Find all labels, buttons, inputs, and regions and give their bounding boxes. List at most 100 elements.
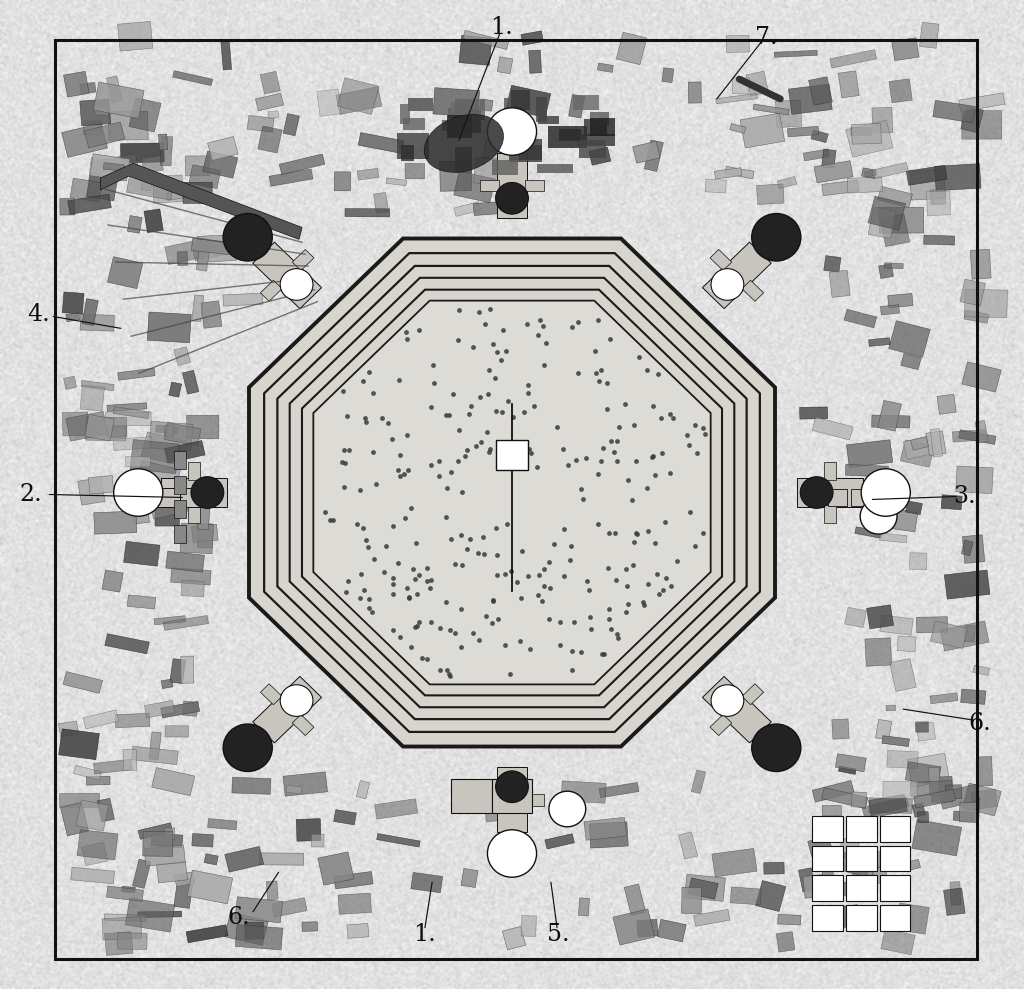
Point <box>609 453 626 469</box>
Point <box>631 349 647 365</box>
FancyBboxPatch shape <box>706 179 726 193</box>
FancyBboxPatch shape <box>191 834 213 847</box>
FancyBboxPatch shape <box>883 781 918 799</box>
FancyBboxPatch shape <box>903 435 937 459</box>
FancyBboxPatch shape <box>76 800 109 831</box>
FancyBboxPatch shape <box>977 757 992 786</box>
FancyBboxPatch shape <box>868 196 905 230</box>
Point <box>384 622 400 638</box>
FancyBboxPatch shape <box>186 925 228 943</box>
Point <box>487 370 504 386</box>
FancyBboxPatch shape <box>191 524 218 542</box>
FancyBboxPatch shape <box>764 862 784 874</box>
FancyBboxPatch shape <box>334 871 373 889</box>
Point <box>639 481 655 496</box>
Point <box>561 552 578 568</box>
Point <box>531 312 548 327</box>
FancyBboxPatch shape <box>880 208 924 233</box>
Point <box>376 564 392 580</box>
Circle shape <box>190 477 223 508</box>
Point <box>645 448 662 464</box>
Point <box>322 512 338 528</box>
FancyBboxPatch shape <box>808 836 834 861</box>
Point <box>498 451 514 467</box>
Point <box>470 545 486 561</box>
FancyBboxPatch shape <box>871 415 910 428</box>
Point <box>392 469 409 485</box>
FancyBboxPatch shape <box>63 71 89 97</box>
FancyBboxPatch shape <box>80 315 115 331</box>
FancyBboxPatch shape <box>881 305 899 315</box>
FancyBboxPatch shape <box>950 881 962 905</box>
FancyBboxPatch shape <box>174 877 194 908</box>
Bar <box>846 905 877 931</box>
FancyBboxPatch shape <box>386 178 407 186</box>
FancyBboxPatch shape <box>94 107 109 115</box>
Point <box>484 593 501 609</box>
FancyBboxPatch shape <box>377 834 420 848</box>
Point <box>606 444 623 460</box>
FancyBboxPatch shape <box>497 56 513 74</box>
Point <box>352 566 369 582</box>
FancyBboxPatch shape <box>406 163 425 179</box>
FancyBboxPatch shape <box>561 781 606 803</box>
Circle shape <box>752 214 801 261</box>
Point <box>617 561 634 577</box>
Point <box>653 410 670 426</box>
Point <box>656 514 673 530</box>
FancyBboxPatch shape <box>163 615 209 630</box>
FancyBboxPatch shape <box>358 133 403 153</box>
FancyBboxPatch shape <box>108 257 142 289</box>
FancyBboxPatch shape <box>141 155 163 173</box>
Bar <box>590 118 615 135</box>
Point <box>473 434 489 450</box>
Point <box>519 377 536 393</box>
Point <box>521 641 538 657</box>
Point <box>590 313 606 328</box>
Point <box>569 315 586 330</box>
FancyBboxPatch shape <box>907 754 949 787</box>
FancyBboxPatch shape <box>148 732 162 760</box>
FancyBboxPatch shape <box>459 36 492 65</box>
FancyBboxPatch shape <box>138 911 181 918</box>
Point <box>647 535 664 551</box>
Bar <box>525 180 544 192</box>
FancyBboxPatch shape <box>901 353 922 370</box>
FancyBboxPatch shape <box>955 466 993 494</box>
FancyBboxPatch shape <box>847 177 883 193</box>
FancyBboxPatch shape <box>144 209 163 232</box>
Circle shape <box>496 182 528 214</box>
Bar <box>480 180 499 192</box>
FancyBboxPatch shape <box>198 524 212 548</box>
Point <box>662 465 678 481</box>
Point <box>419 573 435 588</box>
Point <box>570 365 587 381</box>
Bar <box>470 110 481 134</box>
FancyBboxPatch shape <box>909 553 927 570</box>
FancyBboxPatch shape <box>902 859 921 871</box>
FancyBboxPatch shape <box>846 121 893 157</box>
Point <box>478 424 495 440</box>
FancyBboxPatch shape <box>204 854 218 865</box>
FancyBboxPatch shape <box>78 478 105 505</box>
FancyBboxPatch shape <box>503 927 525 949</box>
Point <box>509 574 525 589</box>
FancyBboxPatch shape <box>876 719 892 740</box>
FancyBboxPatch shape <box>599 782 639 798</box>
Circle shape <box>711 269 743 301</box>
FancyBboxPatch shape <box>68 194 112 215</box>
FancyBboxPatch shape <box>258 126 283 153</box>
Circle shape <box>549 791 586 827</box>
FancyBboxPatch shape <box>916 722 936 741</box>
Text: 2.: 2. <box>19 483 42 506</box>
Bar <box>525 793 544 805</box>
Point <box>443 465 460 481</box>
Point <box>488 567 505 583</box>
Point <box>624 493 640 508</box>
FancyBboxPatch shape <box>66 313 80 321</box>
Point <box>513 589 529 605</box>
FancyBboxPatch shape <box>311 835 324 847</box>
Circle shape <box>281 269 313 301</box>
Point <box>495 404 511 419</box>
Bar <box>573 95 599 110</box>
